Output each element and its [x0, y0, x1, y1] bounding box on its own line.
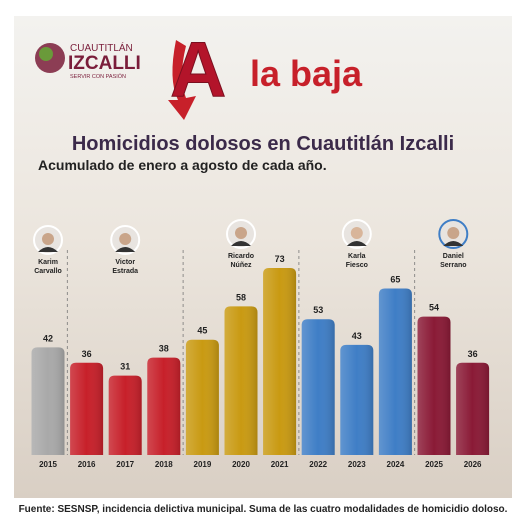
bar-shade [263, 268, 297, 455]
value-label: 31 [120, 362, 130, 372]
period-name: Victor [115, 259, 135, 266]
portrait-body [443, 241, 464, 246]
value-label: 38 [159, 344, 169, 354]
period-name: Daniel [443, 253, 464, 260]
x-tick-label: 2016 [78, 460, 96, 469]
logo: CUAUTITLÁN IZCALLI SERVIR CON PASIÓN [35, 41, 141, 80]
period-name: Fiesco [346, 262, 368, 269]
value-label: 73 [275, 254, 285, 264]
source-note: Fuente: SESNSP, incidencia delictiva mun… [19, 504, 508, 515]
banner: A la baja [168, 25, 363, 120]
x-tick-label: 2023 [348, 460, 366, 469]
period-name: Estrada [112, 268, 138, 275]
period-name: Núñez [231, 262, 253, 269]
x-tick-label: 2020 [232, 460, 250, 469]
banner-letter: A [170, 25, 226, 113]
period-name: Ricardo [228, 253, 254, 260]
bar-shade [417, 316, 451, 455]
x-tick-label: 2018 [155, 460, 173, 469]
bar-shade [31, 347, 65, 455]
portrait-face [42, 233, 54, 245]
bar-shade [224, 306, 258, 455]
x-tick-label: 2019 [194, 460, 212, 469]
bar-shade [456, 362, 490, 455]
value-label: 58 [236, 292, 246, 302]
period-name: Serrano [440, 262, 466, 269]
plot: 42 2015 36 2016 31 2017 38 2018 45 2019 58 2020 73 20… [31, 219, 490, 469]
chart-title: Homicidios dolosos en Cuautitlán Izcalli [72, 133, 454, 155]
bar-shade [70, 362, 104, 455]
value-label: 36 [82, 349, 92, 359]
logo-top: CUAUTITLÁN [70, 41, 133, 54]
value-label: 42 [43, 333, 53, 343]
chart-subtitle: Acumulado de enero a agosto de cada año. [38, 157, 327, 173]
period-name: Karla [348, 253, 366, 260]
portrait-face [447, 227, 460, 239]
x-tick-label: 2015 [39, 460, 57, 469]
logo-main: IZCALLI [68, 53, 141, 74]
portrait-face [119, 233, 132, 245]
value-label: 53 [313, 305, 323, 315]
period-name: Karim [38, 259, 58, 266]
x-tick-label: 2024 [387, 460, 405, 469]
value-label: 65 [390, 274, 400, 284]
portrait-body [115, 247, 136, 252]
bar-shade [340, 344, 374, 455]
portrait-body [231, 241, 251, 246]
portrait-face [235, 227, 247, 239]
bar-shade [185, 339, 219, 455]
bar-shade [147, 357, 181, 455]
bar-shade [378, 288, 412, 455]
x-tick-label: 2017 [116, 460, 134, 469]
portrait-face [350, 227, 363, 239]
logo-leaf [39, 47, 53, 61]
period-name: Carvallo [34, 268, 62, 275]
bar-shade [301, 319, 335, 455]
value-label: 54 [429, 303, 439, 313]
x-tick-label: 2026 [464, 460, 482, 469]
value-label: 45 [197, 326, 207, 336]
portrait-body [346, 241, 367, 246]
portrait-body [38, 247, 58, 252]
x-tick-label: 2022 [309, 460, 327, 469]
banner-text: la baja [250, 53, 363, 94]
value-label: 43 [352, 331, 362, 341]
x-tick-label: 2025 [425, 460, 443, 469]
x-tick-label: 2021 [271, 460, 289, 469]
banner-arrow [168, 40, 196, 120]
value-label: 36 [468, 349, 478, 359]
logo-motto: SERVIR CON PASIÓN [70, 73, 126, 80]
bar-shade [108, 375, 142, 455]
